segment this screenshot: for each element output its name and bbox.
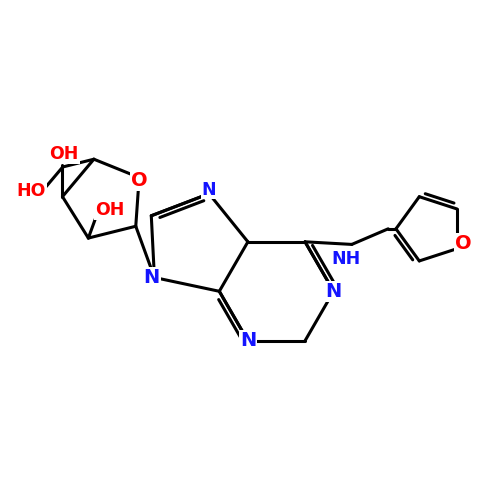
Text: O: O — [455, 234, 471, 253]
Text: N: N — [202, 180, 216, 198]
Text: HO: HO — [17, 182, 46, 200]
Text: NH: NH — [331, 250, 360, 268]
Text: OH: OH — [95, 201, 124, 219]
Text: N: N — [144, 268, 160, 287]
Text: O: O — [131, 170, 148, 190]
Text: OH: OH — [50, 145, 78, 163]
Text: N: N — [240, 332, 256, 350]
Text: N: N — [326, 282, 342, 301]
